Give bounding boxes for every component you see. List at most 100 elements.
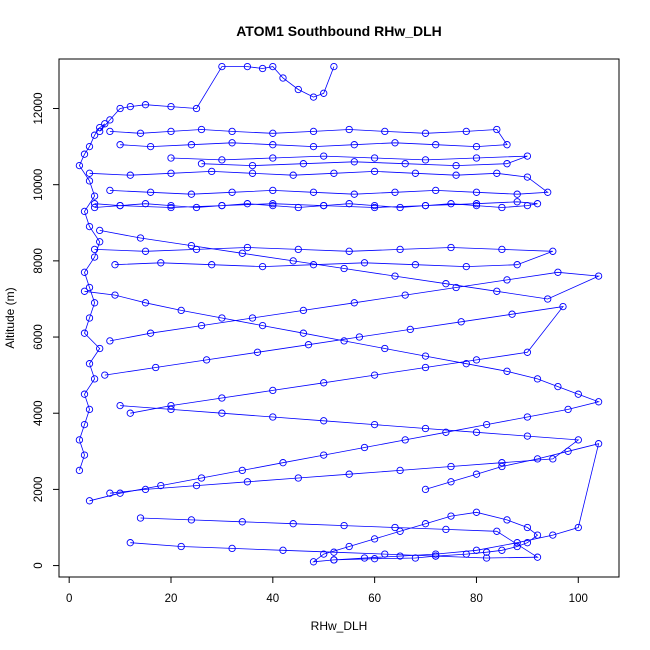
y-axis: 0 2000 4000 6000 8000 10000 12000: [33, 93, 60, 569]
x-axis-label: RHw_DLH: [311, 619, 368, 633]
data-point: [320, 417, 328, 425]
data-point: [136, 129, 145, 137]
data-point: [498, 462, 506, 471]
data-point: [294, 245, 302, 254]
data-point: [544, 188, 552, 196]
data-point: [340, 337, 348, 345]
data-point: [345, 247, 353, 255]
data-series: [85, 167, 552, 198]
x-tick-label: 100: [569, 593, 588, 605]
data-point: [197, 160, 206, 168]
data-point: [294, 474, 302, 482]
data-point: [269, 129, 277, 137]
data-series: [126, 514, 542, 562]
data-point: [96, 127, 104, 136]
data-point: [549, 455, 557, 463]
data-point: [523, 413, 532, 421]
data-point: [421, 363, 430, 372]
data-point: [202, 356, 211, 364]
data-point: [228, 127, 236, 136]
data-point: [472, 200, 481, 208]
data-point: [411, 554, 420, 562]
data-point: [269, 186, 277, 195]
data-point: [243, 200, 252, 208]
data-point: [350, 190, 358, 198]
data-point: [80, 390, 89, 398]
data-point: [141, 247, 150, 255]
data-point: [472, 356, 481, 364]
data-point: [228, 139, 236, 147]
data-point: [116, 401, 124, 410]
data-series: [106, 125, 511, 151]
data-point: [472, 428, 481, 436]
data-point: [192, 203, 201, 212]
data-point: [421, 352, 430, 360]
data-point: [503, 276, 511, 284]
data-point: [442, 280, 450, 288]
data-point: [187, 190, 196, 198]
data-point: [452, 283, 460, 292]
data-series: [90, 243, 557, 271]
data-point: [391, 523, 399, 532]
x-tick-label: 80: [470, 593, 483, 605]
data-series: [167, 152, 532, 170]
data-point: [493, 169, 501, 177]
data-point: [106, 489, 114, 497]
data-point: [218, 314, 226, 322]
data-point: [167, 201, 175, 210]
data-point: [167, 102, 175, 111]
data-point: [85, 360, 94, 368]
data-point: [289, 257, 297, 265]
series-line: [170, 155, 528, 167]
data-point: [309, 93, 318, 101]
data-point: [279, 74, 287, 82]
data-point: [457, 318, 465, 326]
data-point: [146, 188, 155, 196]
data-point: [187, 141, 196, 149]
data-point: [116, 489, 124, 497]
data-point: [146, 142, 155, 151]
data-point: [289, 520, 297, 528]
data-point: [309, 142, 318, 151]
data-point: [248, 169, 257, 177]
data-point: [253, 348, 262, 356]
data-point: [360, 259, 369, 267]
data-point: [523, 201, 532, 210]
data-point: [370, 371, 379, 379]
data-point: [523, 539, 532, 547]
x-tick-label: 60: [368, 593, 381, 605]
data-point: [447, 512, 455, 520]
data-point: [421, 485, 430, 494]
data-point: [370, 420, 379, 429]
data-point: [472, 201, 481, 210]
data-point: [218, 62, 226, 71]
data-point: [90, 299, 99, 307]
data-point: [513, 198, 521, 206]
data-point: [411, 261, 420, 269]
x-tick-label: 20: [165, 593, 178, 605]
data-point: [106, 337, 114, 345]
data-point: [350, 299, 358, 307]
data-point: [396, 466, 404, 475]
data-series: [96, 226, 603, 345]
data-point: [75, 466, 84, 475]
data-point: [523, 432, 532, 440]
data-point: [452, 161, 460, 170]
data-point: [243, 62, 252, 71]
data-point: [177, 306, 185, 315]
data-point: [238, 518, 246, 526]
data-point: [594, 440, 603, 448]
data-point: [442, 525, 450, 534]
data-point: [167, 154, 175, 162]
data-point: [243, 478, 252, 486]
data-point: [345, 470, 353, 478]
data-point: [340, 521, 348, 530]
data-point: [462, 127, 470, 136]
data-point: [238, 466, 246, 475]
data-point: [594, 272, 603, 280]
data-point: [90, 253, 99, 261]
data-point: [167, 405, 175, 414]
data-point: [320, 89, 328, 97]
data-point: [401, 160, 409, 168]
